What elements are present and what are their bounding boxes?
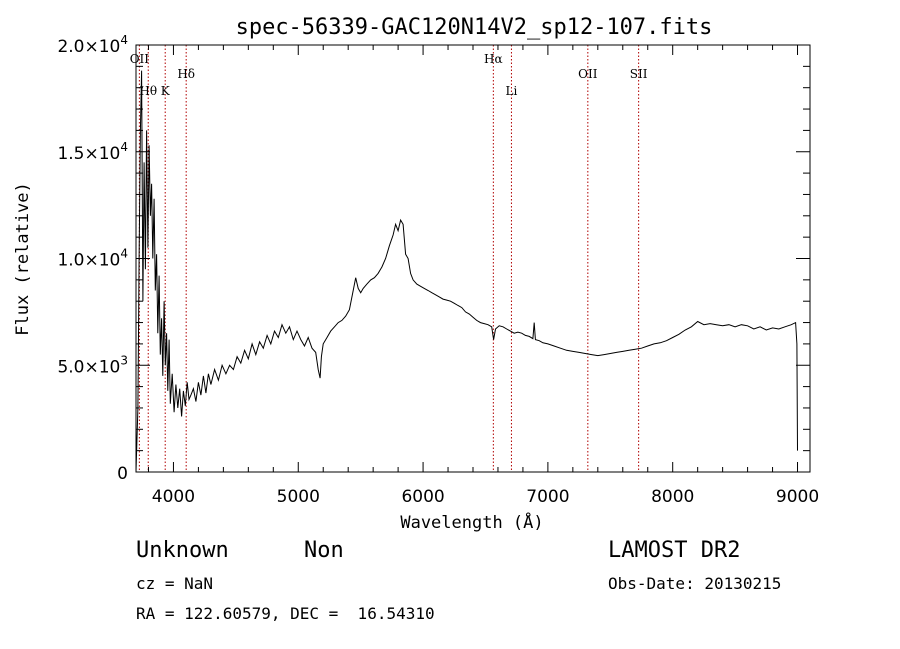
survey-label: LAMOST DR2 [608, 538, 741, 563]
y-axis-ticks: 0 5.0×103 1.0×104 1.5×104 2.0×104 [57, 33, 810, 484]
y-tick-label: 1.0×104 [57, 247, 128, 271]
spectral-line-markers: OII Hθ K Hδ Hα Li OII SII [130, 45, 648, 472]
spectral-line-label: Hα [484, 52, 503, 66]
coordinates-label: RA = 122.60579, DEC = 16.54310 [136, 604, 435, 623]
y-tick-label: 0 [117, 464, 128, 484]
y-tick-label: 1.5×104 [57, 140, 128, 164]
spectral-line-label: Li [506, 84, 518, 98]
subclass-label: Non [304, 538, 344, 563]
obs-date-label: Obs-Date: 20130215 [608, 574, 782, 593]
x-tick-label: 6000 [401, 487, 444, 507]
spectral-line-label: SII [630, 67, 648, 81]
x-tick-label: 4000 [152, 487, 195, 507]
spectral-line-label: OII [130, 52, 150, 66]
spectral-line-label: OII [578, 67, 598, 81]
x-tick-label: 9000 [776, 487, 819, 507]
x-tick-label: 7000 [526, 487, 569, 507]
chart-title: spec-56339-GAC120N14V2_sp12-107.fits [236, 15, 713, 40]
redshift-label: cz = NaN [136, 574, 214, 593]
spectral-line-label: Hδ [177, 67, 195, 81]
y-axis-label: Flux (relative) [13, 182, 33, 336]
x-tick-label: 5000 [277, 487, 320, 507]
class-label: Unknown [136, 538, 229, 563]
y-tick-label: 5.0×103 [57, 353, 128, 377]
x-axis-ticks: 4000 5000 6000 7000 8000 9000 [147, 45, 819, 507]
spectral-line-label: Hθ [139, 84, 157, 98]
spectral-line-label: K [161, 84, 171, 98]
x-tick-label: 8000 [651, 487, 694, 507]
y-tick-label: 2.0×104 [57, 33, 128, 57]
x-axis-label: Wavelength (Å) [400, 511, 543, 533]
plot-frame [135, 44, 811, 473]
spectrum-series-line [135, 70, 798, 473]
